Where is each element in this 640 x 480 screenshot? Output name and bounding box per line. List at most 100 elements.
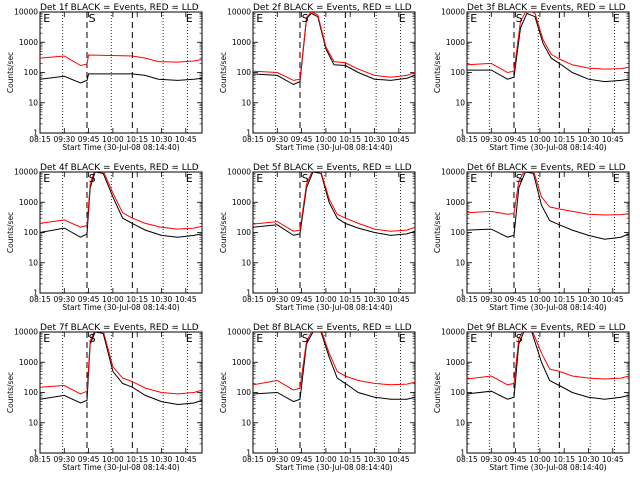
marker-letter-e: E bbox=[43, 332, 50, 345]
series-line-events bbox=[40, 73, 202, 84]
x-tick-label: 09:30 bbox=[53, 135, 75, 144]
marker-letter-s: S bbox=[89, 12, 96, 25]
x-tick-label: 09:45 bbox=[291, 295, 313, 304]
marker-letter-s: S bbox=[302, 332, 309, 345]
x-axis-label: Start Time (30-Jul-08 08:14:40) bbox=[489, 463, 606, 472]
y-axis-label: Counts/sec bbox=[6, 52, 15, 93]
x-tick-label: 10:15 bbox=[126, 455, 148, 464]
series-line-events bbox=[253, 332, 415, 403]
y-tick-label: 10000 bbox=[441, 168, 465, 177]
marker-letter-e: E bbox=[470, 12, 477, 25]
x-tick-label: 08:15 bbox=[456, 295, 478, 304]
series-line-lld bbox=[253, 172, 415, 232]
panel-title: Det 1f BLACK = Events, RED = LLD bbox=[40, 3, 199, 13]
marker-letter-e: E bbox=[186, 332, 193, 345]
series-line-events bbox=[253, 172, 415, 236]
plot-frame bbox=[252, 171, 416, 294]
x-tick-label: 08:15 bbox=[242, 455, 264, 464]
x-tick-label: 10:15 bbox=[553, 455, 575, 464]
x-tick-label: 09:45 bbox=[291, 455, 313, 464]
y-axis-label: Counts/sec bbox=[219, 52, 228, 93]
x-tick-label: 10:00 bbox=[315, 135, 337, 144]
marker-letter-e: E bbox=[43, 12, 50, 25]
x-tick-label: 10:00 bbox=[315, 295, 337, 304]
x-tick-label: 10:30 bbox=[151, 295, 173, 304]
series-line-lld bbox=[467, 332, 629, 386]
y-tick-label: 100 bbox=[237, 388, 252, 397]
y-tick-label: 1 bbox=[246, 129, 251, 138]
panel-5: Det 5f BLACK = Events, RED = LLD 1 10 100 10… bbox=[219, 163, 416, 312]
marker-letter-e: E bbox=[613, 332, 620, 345]
y-tick-label: 1000 bbox=[232, 358, 251, 367]
y-tick-label: 10000 bbox=[441, 8, 465, 17]
series-line-lld bbox=[467, 172, 629, 216]
series-line-lld bbox=[253, 332, 415, 391]
series-line-events bbox=[467, 12, 629, 83]
x-tick-label: 09:45 bbox=[505, 295, 527, 304]
marker-letter-s: S bbox=[302, 172, 309, 185]
y-tick-label: 1000 bbox=[19, 358, 38, 367]
x-tick-label: 10:45 bbox=[602, 135, 624, 144]
x-tick-label: 09:30 bbox=[266, 455, 288, 464]
marker-letter-e: E bbox=[613, 172, 620, 185]
y-tick-label: 100 bbox=[24, 68, 39, 77]
x-tick-label: 10:15 bbox=[126, 135, 148, 144]
y-tick-label: 10 bbox=[28, 98, 38, 107]
y-tick-label: 10000 bbox=[227, 8, 251, 17]
y-axis-label: Counts/sec bbox=[6, 372, 15, 413]
x-tick-label: 08:15 bbox=[242, 295, 264, 304]
y-tick-label: 100 bbox=[451, 388, 466, 397]
y-tick-label: 1 bbox=[460, 449, 465, 458]
x-tick-label: 10:15 bbox=[339, 295, 361, 304]
marker-letter-e: E bbox=[470, 332, 477, 345]
x-tick-label: 10:00 bbox=[529, 455, 551, 464]
x-axis-label: Start Time (30-Jul-08 08:14:40) bbox=[275, 143, 392, 152]
panel-title: Det 4f BLACK = Events, RED = LLD bbox=[40, 163, 199, 173]
x-tick-label: 10:45 bbox=[175, 135, 197, 144]
panel-title: Det 8f BLACK = Events, RED = LLD bbox=[253, 323, 412, 333]
x-tick-label: 08:15 bbox=[29, 295, 51, 304]
x-tick-label: 09:30 bbox=[266, 135, 288, 144]
panel-title: Det 5f BLACK = Events, RED = LLD bbox=[253, 163, 412, 173]
y-tick-label: 10000 bbox=[14, 168, 38, 177]
plot-frame bbox=[39, 171, 203, 294]
series-line-lld bbox=[467, 12, 629, 74]
x-axis-label: Start Time (30-Jul-08 08:14:40) bbox=[62, 143, 179, 152]
panel-6: Det 6f BLACK = Events, RED = LLD 1 10 100 10… bbox=[433, 163, 630, 312]
y-tick-label: 10 bbox=[28, 258, 38, 267]
panel-8: Det 8f BLACK = Events, RED = LLD 1 10 100 10… bbox=[219, 323, 416, 472]
y-tick-label: 100 bbox=[451, 68, 466, 77]
plot-frame bbox=[466, 11, 630, 134]
x-tick-label: 10:30 bbox=[364, 295, 386, 304]
x-tick-label: 10:00 bbox=[102, 135, 124, 144]
y-axis-label: Counts/sec bbox=[219, 212, 228, 253]
y-tick-label: 1000 bbox=[232, 198, 251, 207]
marker-letter-e: E bbox=[186, 12, 193, 25]
y-tick-label: 10000 bbox=[14, 8, 38, 17]
x-tick-label: 09:30 bbox=[480, 135, 502, 144]
marker-letter-e: E bbox=[186, 172, 193, 185]
y-axis-label: Counts/sec bbox=[433, 212, 442, 253]
marker-letter-s: S bbox=[89, 332, 96, 345]
marker-letter-e: E bbox=[470, 172, 477, 185]
y-axis-label: Counts/sec bbox=[219, 372, 228, 413]
x-tick-label: 08:15 bbox=[242, 135, 264, 144]
panel-2: Det 2f BLACK = Events, RED = LLD 1 10 100 10… bbox=[219, 3, 416, 152]
x-tick-label: 10:45 bbox=[175, 295, 197, 304]
x-tick-label: 08:15 bbox=[456, 455, 478, 464]
y-tick-label: 1 bbox=[246, 449, 251, 458]
x-tick-label: 09:30 bbox=[480, 295, 502, 304]
x-tick-label: 10:30 bbox=[364, 455, 386, 464]
x-tick-label: 10:45 bbox=[388, 135, 410, 144]
y-axis-label: Counts/sec bbox=[433, 372, 442, 413]
x-tick-label: 10:15 bbox=[339, 455, 361, 464]
x-tick-label: 08:15 bbox=[456, 135, 478, 144]
panel-title: Det 3f BLACK = Events, RED = LLD bbox=[467, 3, 626, 13]
panel-1: Det 1f BLACK = Events, RED = LLD 1 10 100 10… bbox=[6, 3, 203, 152]
y-tick-label: 10000 bbox=[441, 328, 465, 337]
x-axis-label: Start Time (30-Jul-08 08:14:40) bbox=[275, 303, 392, 312]
panel-title: Det 9f BLACK = Events, RED = LLD bbox=[467, 323, 626, 333]
x-tick-label: 08:15 bbox=[29, 455, 51, 464]
y-tick-label: 10 bbox=[455, 258, 465, 267]
x-tick-label: 10:00 bbox=[102, 295, 124, 304]
